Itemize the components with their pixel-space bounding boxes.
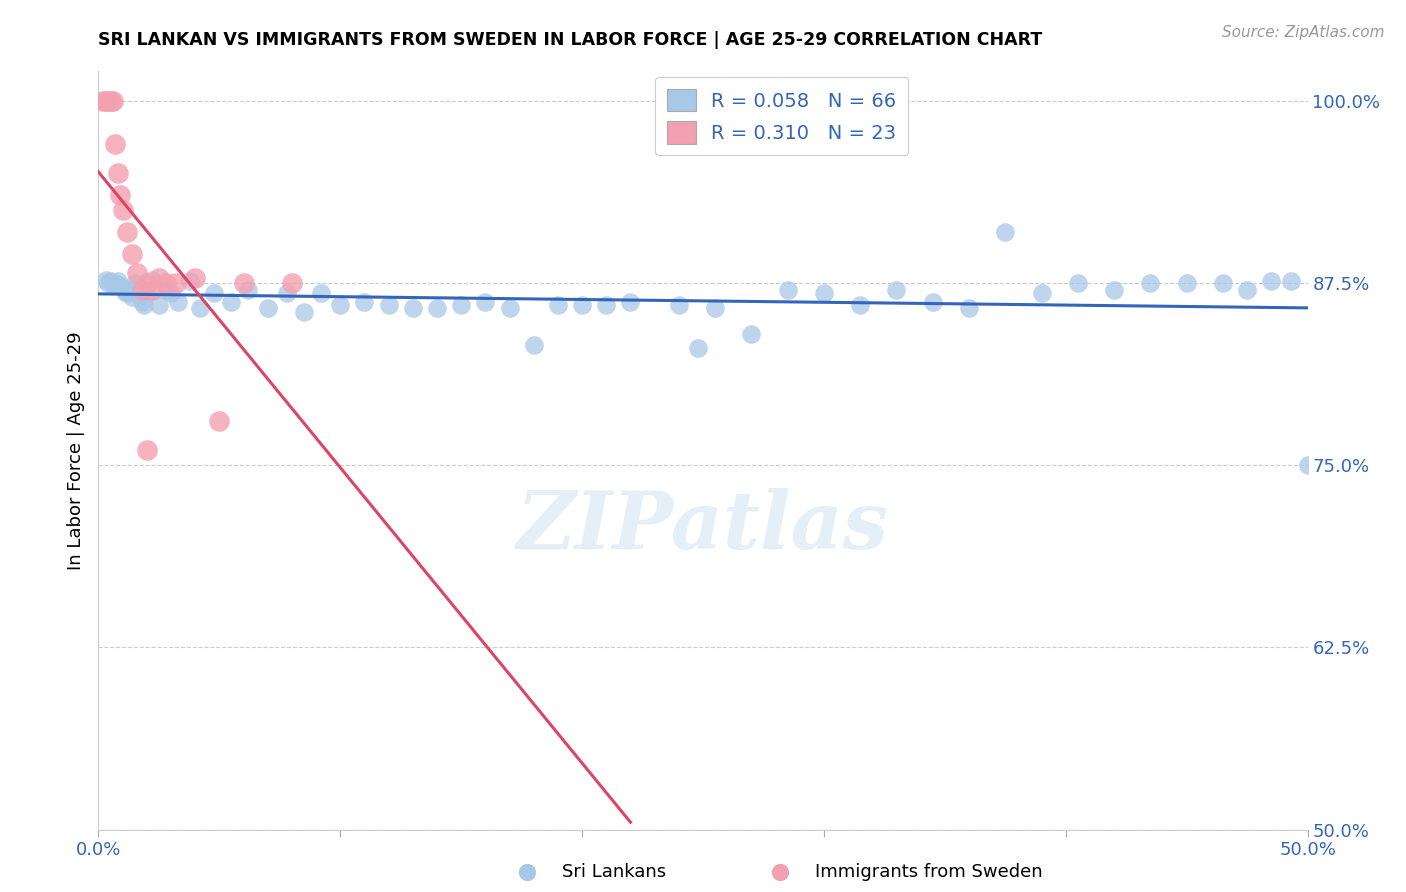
Point [135, 276, 157, 290]
Text: ZIPatlas: ZIPatlas [517, 488, 889, 565]
Point [101, 277, 124, 292]
Text: SRI LANKAN VS IMMIGRANTS FROM SWEDEN IN LABOR FORCE | AGE 25-29 CORRELATION CHAR: SRI LANKAN VS IMMIGRANTS FROM SWEDEN IN … [98, 31, 1043, 49]
Point [111, 280, 134, 294]
Point [97, 94, 120, 108]
Point [238, 283, 260, 297]
Point [1279, 274, 1302, 288]
Point [523, 338, 546, 352]
Point [165, 276, 187, 290]
Text: Immigrants from Sweden: Immigrants from Sweden [815, 863, 1043, 881]
Point [117, 285, 139, 300]
Point [1102, 283, 1125, 297]
Point [121, 246, 143, 260]
Point [135, 285, 157, 300]
Point [813, 285, 835, 300]
Point [704, 301, 727, 315]
Point [849, 298, 872, 312]
Point [1260, 274, 1282, 288]
Point [516, 865, 538, 880]
Point [94, 94, 117, 108]
Point [1236, 283, 1258, 297]
Point [221, 294, 243, 309]
Point [155, 283, 177, 297]
Point [135, 443, 157, 458]
Point [498, 301, 520, 315]
Point [101, 94, 124, 108]
Point [994, 225, 1017, 239]
Point [108, 278, 131, 293]
Point [204, 285, 226, 300]
Point [118, 283, 141, 297]
Point [167, 294, 190, 309]
Point [329, 298, 352, 312]
Point [292, 305, 315, 319]
Point [114, 285, 136, 299]
Point [100, 274, 122, 288]
Point [1067, 276, 1090, 290]
Point [547, 298, 569, 312]
Point [309, 285, 332, 300]
Point [127, 266, 149, 280]
Point [208, 414, 231, 428]
Point [134, 298, 156, 312]
Point [402, 301, 425, 315]
Point [595, 298, 617, 312]
Point [148, 298, 170, 312]
Point [141, 283, 163, 297]
Point [155, 276, 177, 290]
Point [1031, 285, 1053, 300]
Point [91, 94, 114, 108]
Point [921, 294, 943, 309]
Text: Sri Lankans: Sri Lankans [562, 863, 666, 881]
Legend: R = 0.058   N = 66, R = 0.310   N = 23: R = 0.058 N = 66, R = 0.310 N = 23 [655, 78, 908, 155]
Point [107, 274, 129, 288]
Point [97, 276, 120, 290]
Point [108, 188, 131, 202]
Point [179, 274, 201, 288]
Point [104, 137, 127, 152]
Point [281, 276, 304, 290]
Point [160, 285, 183, 300]
Point [104, 276, 127, 290]
Point [276, 285, 298, 300]
Point [1212, 276, 1234, 290]
Point [571, 298, 593, 312]
Point [740, 326, 762, 341]
Point [1175, 276, 1198, 290]
Point [184, 271, 207, 285]
Point [957, 301, 980, 315]
Point [188, 301, 211, 315]
Point [124, 276, 146, 290]
Point [474, 294, 496, 309]
Point [426, 301, 449, 315]
Point [94, 273, 117, 287]
Point [1139, 276, 1161, 290]
Point [148, 271, 170, 285]
Y-axis label: In Labor Force | Age 25-29: In Labor Force | Age 25-29 [66, 331, 84, 570]
Point [256, 301, 278, 315]
Point [619, 294, 641, 309]
Point [668, 298, 690, 312]
Point [688, 342, 710, 356]
Point [121, 290, 143, 304]
Point [107, 166, 129, 180]
Point [100, 94, 122, 108]
Point [131, 283, 153, 297]
Point [1296, 458, 1319, 472]
Point [131, 294, 153, 309]
Point [232, 276, 254, 290]
Point [111, 202, 134, 217]
Point [117, 225, 139, 239]
Point [353, 294, 375, 309]
Point [141, 273, 163, 287]
Point [377, 298, 399, 312]
Point [450, 298, 472, 312]
Point [769, 865, 792, 880]
Point [128, 289, 150, 303]
Point [886, 283, 908, 297]
Text: Source: ZipAtlas.com: Source: ZipAtlas.com [1222, 25, 1385, 40]
Point [776, 283, 799, 297]
Point [127, 283, 149, 297]
